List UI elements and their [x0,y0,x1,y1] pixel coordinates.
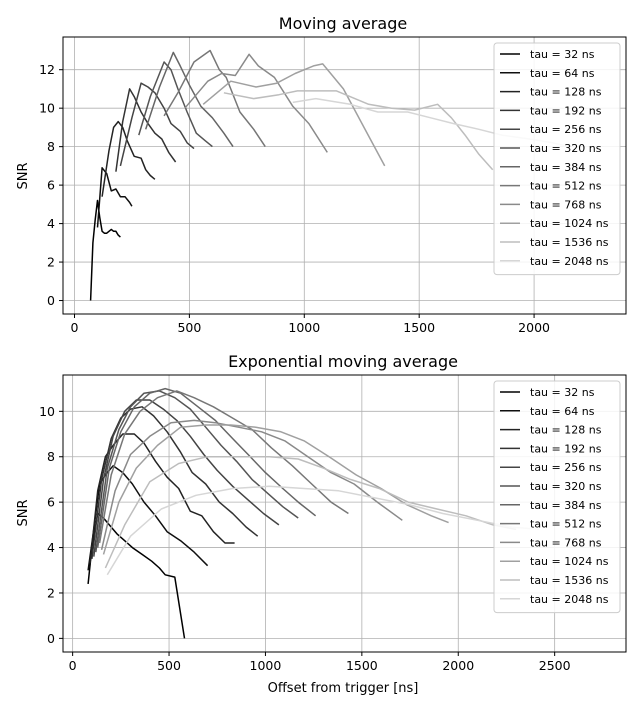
y-tick-label: 10 [39,101,55,116]
legend-label: tau = 192 ns [530,442,602,455]
y-tick-label: 8 [47,449,55,464]
legend: tau = 32 ns tau = 64 ns tau = 128 ns tau = … [493,380,621,614]
legend-label: tau = 384 ns [530,499,602,512]
legend-label: tau = 2048 ns [530,255,609,268]
x-axis-label: Offset from trigger [ns] [268,681,419,696]
y-tick-label: 0 [47,293,55,308]
y-tick-label: 12 [39,62,55,77]
legend-box [493,42,621,276]
legend-label: tau = 128 ns [530,86,602,99]
y-tick-label: 10 [39,404,55,419]
legend-label: tau = 256 ns [530,123,602,136]
y-tick-label: 2 [47,255,55,270]
legend-label: tau = 32 ns [530,48,595,61]
legend-label: tau = 320 ns [530,480,602,493]
series-line [96,387,317,548]
series-line [95,390,299,553]
legend-box [493,380,621,614]
legend-label: tau = 64 ns [530,405,595,418]
x-tick-label: 1500 [346,658,378,673]
x-tick-label: 1500 [403,320,435,335]
y-tick-label: 8 [47,139,55,154]
y-tick-label: 0 [47,631,55,646]
series-line [101,120,156,197]
y-tick-label: 6 [47,495,55,510]
x-tick-label: 1000 [288,320,320,335]
legend-label: tau = 768 ns [530,536,602,549]
y-axis-label: SNR [16,499,31,526]
axes: 0 500 1000 1500 2000 2500 0 2 4 6 8 10 [39,374,627,673]
series-line [163,49,266,148]
series-line [138,61,213,148]
series-line [106,485,540,576]
legend-label: tau = 768 ns [530,198,602,211]
moving-average-panel: Moving average SNR 0 500 1000 1500 2000 0 2 4 6 8… [16,14,627,335]
series-line [202,63,386,167]
axes: 0 500 1000 1500 2000 0 2 4 6 8 10 12 [39,36,627,335]
series-line [223,90,494,171]
series-line [102,424,449,555]
series-line [89,199,121,301]
legend-label: tau = 1024 ns [530,217,609,230]
legend-label: tau = 192 ns [530,104,602,117]
series-line [119,82,195,167]
exponential-moving-average-panel: Exponential moving average SNR Offset fr… [16,352,627,696]
legend-label: tau = 32 ns [530,386,595,399]
plot-frame [62,374,627,653]
series-line [93,399,280,557]
series-line [100,419,403,550]
series-line [96,167,133,228]
legend-label: tau = 256 ns [530,461,602,474]
y-tick-label: 6 [47,178,55,193]
series-line [184,53,328,153]
legend-label: tau = 512 ns [530,180,602,193]
series-line [104,455,517,569]
x-tick-label: 1000 [250,658,282,673]
y-tick-label: 2 [47,585,55,600]
legend-label: tau = 1536 ns [530,236,609,249]
chart-title: Exponential moving average [228,352,458,371]
legend-label: tau = 128 ns [530,424,602,437]
x-tick-label: 2000 [442,658,474,673]
legend-label: tau = 1024 ns [530,555,609,568]
y-tick-label: 4 [47,540,55,555]
chart-title: Moving average [279,14,407,33]
x-tick-label: 500 [157,658,181,673]
series-line [98,390,349,544]
legend: tau = 32 ns tau = 64 ns tau = 128 ns tau = … [493,42,621,276]
x-tick-label: 0 [71,320,79,335]
x-tick-label: 2500 [539,658,571,673]
series-line [144,51,234,148]
legend-label: tau = 64 ns [530,67,595,80]
plot-frame [62,36,627,315]
legend-label: tau = 320 ns [530,142,602,155]
data-lines [87,387,540,639]
legend-label: tau = 384 ns [530,161,602,174]
legend-label: tau = 2048 ns [530,593,609,606]
x-tick-label: 500 [177,320,201,335]
legend-label: tau = 1536 ns [530,574,609,587]
legend-label: tau = 512 ns [530,518,602,531]
x-tick-label: 0 [69,658,77,673]
y-tick-label: 4 [47,216,55,231]
y-axis-label: SNR [16,162,31,189]
x-tick-label: 2000 [518,320,550,335]
